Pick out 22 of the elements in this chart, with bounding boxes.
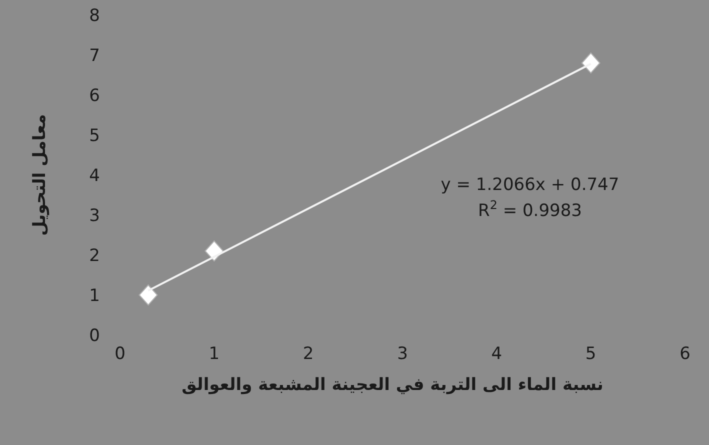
x-tick-label: 2 [302,344,314,364]
x-tick-label: 5 [585,344,596,364]
y-tick-label: 1 [89,286,100,306]
y-tick-label: 0 [89,326,100,346]
y-tick-label: 2 [89,246,100,266]
x-axis-title: نسبة الماء الى التربة في العجينة المشبعة والعوالق [182,375,604,395]
y-tick-label: 8 [89,6,100,26]
x-tick-label: 4 [491,344,502,364]
y-tick-label: 3 [89,206,100,226]
annotation: R$^{2}$ = 0.9983 [478,198,582,221]
x-tick-label: 6 [680,344,690,364]
point [138,284,158,306]
x-tick-label: 3 [397,344,408,364]
y-tick-label: 7 [89,46,100,66]
y-tick-label: 6 [89,86,100,106]
point [581,52,600,74]
y-tick-label: 5 [89,126,100,146]
x-tick-label: 1 [208,344,220,364]
x-tick-label: 0 [114,344,126,364]
y-axis-title: معامل التحويل [30,114,50,236]
annotation: y = 1.2066x + 0.747 [440,175,620,195]
y-tick-label: 4 [89,166,100,186]
